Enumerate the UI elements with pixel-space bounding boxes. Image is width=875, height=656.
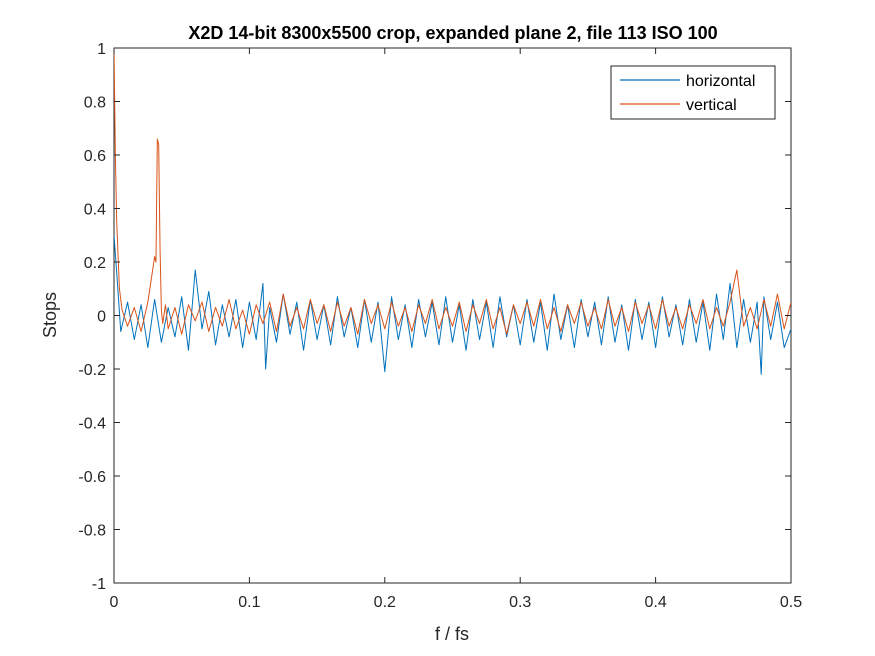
y-tick-label: -0.2 (78, 362, 106, 379)
x-tick-label: 0.2 (374, 594, 396, 611)
series-line-horizontal (114, 235, 791, 375)
x-tick-label: 0.4 (644, 594, 666, 611)
legend: horizontal vertical (610, 65, 776, 120)
y-tick-label: 0.2 (84, 255, 106, 272)
legend-box (610, 65, 776, 120)
y-axis-label: Stops (40, 292, 60, 338)
x-tick-label: 0 (110, 594, 119, 611)
y-tick-label: -0.8 (78, 523, 106, 540)
legend-label-vertical: vertical (686, 97, 737, 114)
legend-label-horizontal: horizontal (686, 73, 755, 90)
series-line-vertical (114, 48, 791, 335)
y-tick-label: 1 (97, 41, 106, 58)
plot-area (113, 47, 792, 584)
x-axis-label: f / fs (435, 624, 469, 644)
y-tick-label: -0.4 (78, 416, 106, 433)
chart-title: X2D 14-bit 8300x5500 crop, expanded plan… (188, 23, 717, 43)
x-tick-label: 0.1 (238, 594, 260, 611)
y-tick-label: -0.6 (78, 469, 106, 486)
x-tick-label: 0.5 (780, 594, 802, 611)
x-tick-label: 0.3 (509, 594, 531, 611)
y-tick-label: 0.6 (84, 148, 106, 165)
y-axis: -1 -0.8 -0.6 -0.4 -0.2 0 0.2 0.4 0.6 0.8 1 (78, 41, 791, 593)
y-tick-label: 0.4 (84, 202, 106, 219)
series-group (114, 48, 791, 375)
y-tick-label: 0 (97, 309, 106, 326)
x-axis: 0 0.1 0.2 0.3 0.4 0.5 (110, 48, 802, 611)
y-tick-label: 0.8 (84, 95, 106, 112)
y-tick-label: -1 (92, 576, 106, 593)
